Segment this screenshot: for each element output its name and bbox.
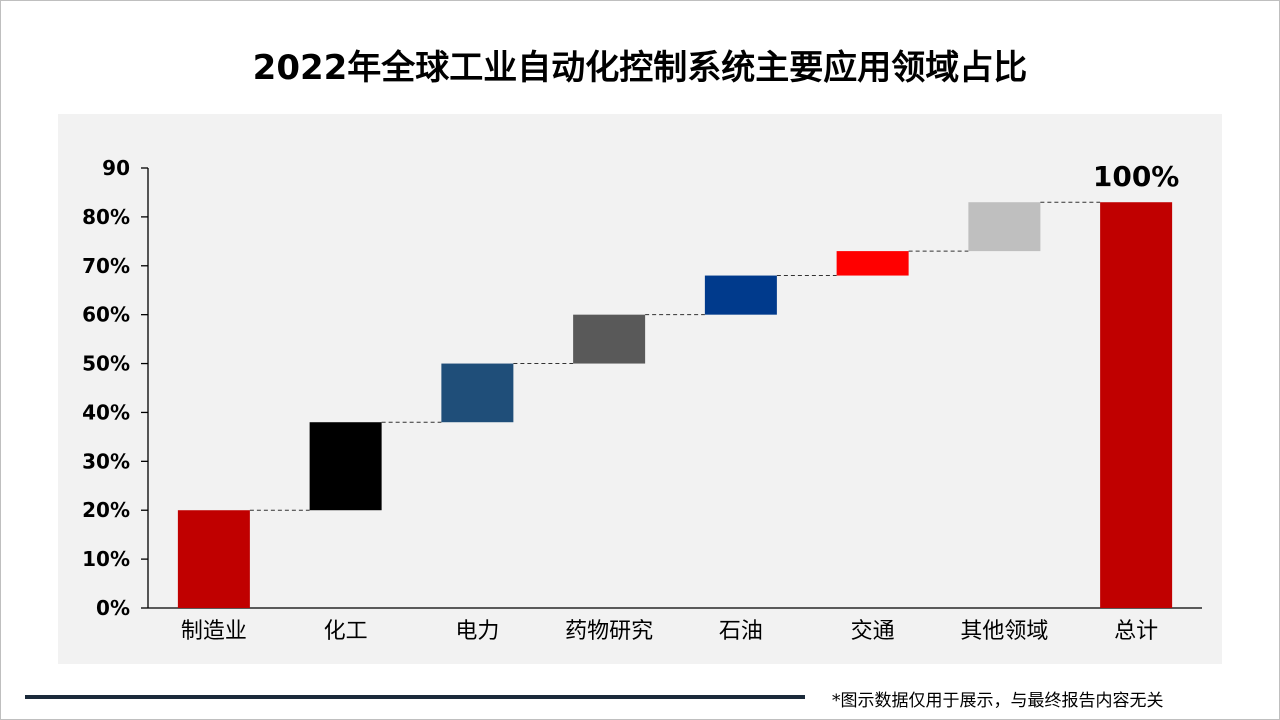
footnote: *图示数据仅用于展示，与最终报告内容无关 <box>832 691 1164 711</box>
x-tick-label: 电力 <box>455 619 499 644</box>
bar-化工 <box>309 422 382 511</box>
x-tick-label: 制造业 <box>181 619 247 644</box>
y-tick-label: 80% <box>82 205 130 229</box>
bar-药物研究 <box>573 314 646 364</box>
x-tick-label: 交通 <box>851 619 895 644</box>
y-tick-label: 90 <box>102 156 130 180</box>
y-tick-label: 70% <box>82 254 130 278</box>
bar-总计 <box>1100 202 1173 608</box>
x-tick-label: 药物研究 <box>565 619 653 644</box>
bar-石油 <box>704 275 777 315</box>
x-tick-label: 石油 <box>719 619 763 644</box>
bar-电力 <box>441 363 514 423</box>
y-tick-label: 20% <box>82 498 130 522</box>
footer-divider <box>25 695 805 699</box>
data-label: 100% <box>1093 160 1180 193</box>
bar-制造业 <box>177 510 250 608</box>
y-tick-label: 50% <box>82 352 130 376</box>
x-tick-label: 总计 <box>1114 619 1158 644</box>
bar-其他领域 <box>968 202 1041 252</box>
y-tick-label: 10% <box>82 547 130 571</box>
bar-交通 <box>836 251 909 276</box>
y-tick-label: 60% <box>82 303 130 327</box>
y-tick-label: 0% <box>96 596 130 620</box>
y-tick-label: 40% <box>82 400 130 424</box>
y-tick-label: 30% <box>82 449 130 473</box>
chart-title: 2022年全球工业自动化控制系统主要应用领域占比 <box>252 48 1028 88</box>
x-tick-label: 其他领域 <box>960 619 1048 644</box>
x-tick-label: 化工 <box>324 619 368 644</box>
